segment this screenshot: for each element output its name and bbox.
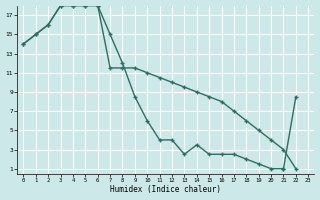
X-axis label: Humidex (Indice chaleur): Humidex (Indice chaleur): [110, 185, 221, 194]
